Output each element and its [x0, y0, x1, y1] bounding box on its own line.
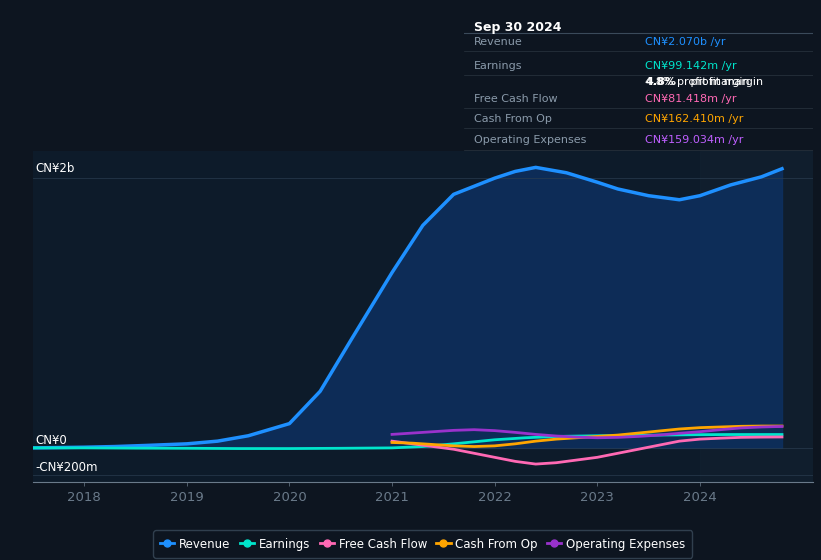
Text: profit margin: profit margin [687, 77, 764, 87]
Text: 4.8% profit margin: 4.8% profit margin [645, 77, 750, 87]
Text: CN¥159.034m /yr: CN¥159.034m /yr [645, 136, 744, 146]
Legend: Revenue, Earnings, Free Cash Flow, Cash From Op, Operating Expenses: Revenue, Earnings, Free Cash Flow, Cash … [154, 530, 692, 558]
Text: CN¥81.418m /yr: CN¥81.418m /yr [645, 94, 736, 104]
Bar [699, 151, 813, 482]
Text: Sep 30 2024: Sep 30 2024 [475, 21, 562, 34]
Text: -CN¥200m: -CN¥200m [34, 461, 98, 474]
Text: CN¥2.070b /yr: CN¥2.070b /yr [645, 37, 726, 47]
Text: CN¥2b: CN¥2b [34, 162, 74, 175]
Text: Operating Expenses: Operating Expenses [475, 136, 587, 146]
Text: CN¥162.410m /yr: CN¥162.410m /yr [645, 114, 744, 124]
Text: Cash From Op: Cash From Op [475, 114, 553, 124]
Text: Earnings: Earnings [475, 61, 523, 71]
Text: 4.8%: 4.8% [645, 77, 677, 87]
Text: CN¥0: CN¥0 [34, 433, 67, 446]
Text: CN¥99.142m /yr: CN¥99.142m /yr [645, 61, 737, 71]
Text: Free Cash Flow: Free Cash Flow [475, 94, 558, 104]
Text: Revenue: Revenue [475, 37, 523, 47]
